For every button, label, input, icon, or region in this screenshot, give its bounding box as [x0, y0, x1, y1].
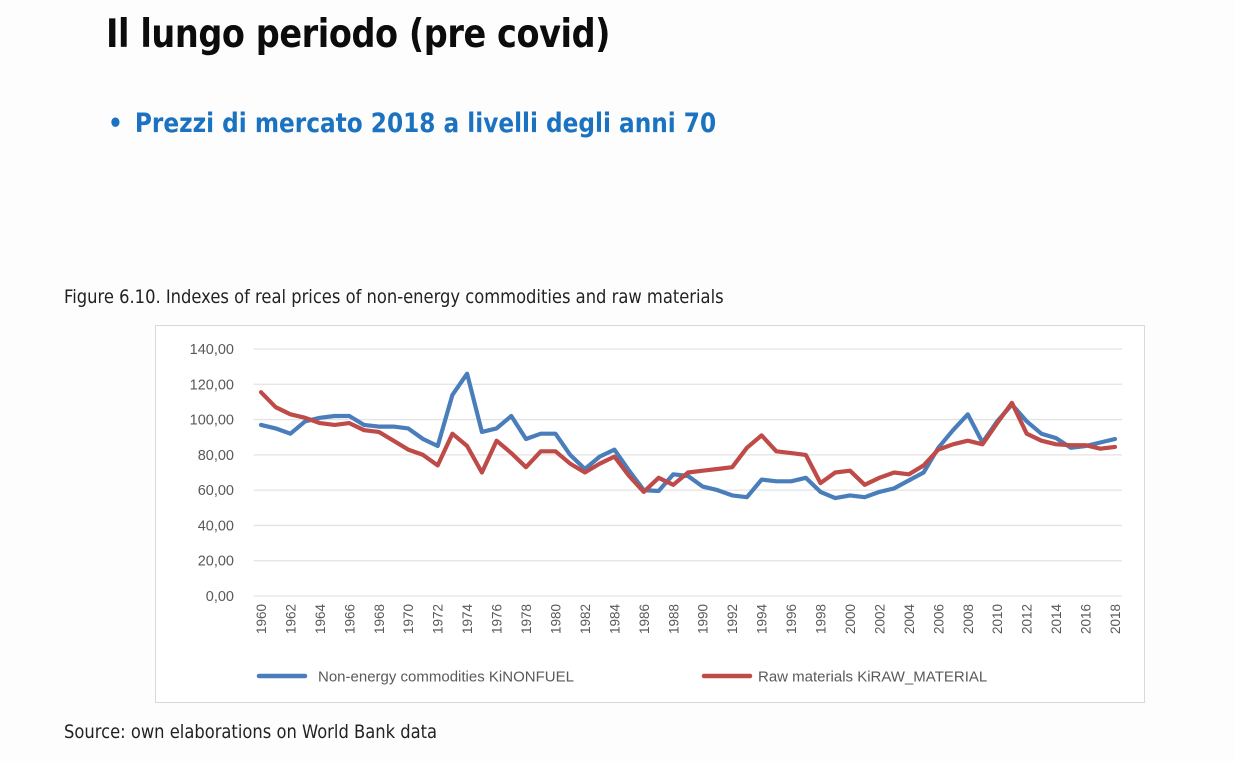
series-line-non-energy [258, 371, 1118, 501]
x-tick-label: 2012 [1020, 604, 1035, 634]
y-axis-ticks: 0,00 20,00 40,00 60,00 80,00 100,00 120,00 140,… [190, 342, 234, 605]
x-tick-label: 1986 [637, 604, 652, 634]
y-tick-label: 140,00 [190, 342, 234, 358]
x-tick-label: 2006 [931, 604, 946, 634]
x-tick-label: 2016 [1079, 604, 1094, 634]
legend-label: Non-energy commodities KiNONFUEL [318, 669, 574, 686]
x-tick-label: 1966 [342, 604, 357, 634]
chart-container: 0,00 20,00 40,00 60,00 80,00 100,00 120,00 140,… [155, 325, 1145, 703]
x-tick-label: 1982 [578, 604, 593, 634]
x-tick-label: 1964 [313, 604, 328, 635]
x-tick-label: 1988 [666, 604, 681, 634]
x-tick-label: 1984 [607, 604, 622, 635]
x-tick-label: 2018 [1108, 604, 1123, 634]
x-tick-label: 1960 [254, 604, 269, 634]
y-tick-label: 80,00 [198, 448, 234, 464]
x-tick-label: 1970 [401, 604, 416, 634]
x-tick-label: 1992 [725, 604, 740, 634]
slide-title: Il lungo periodo (pre covid) [106, 12, 611, 57]
legend: Non-energy commodities KiNONFUEL Raw mate… [256, 669, 987, 686]
x-tick-label: 1962 [283, 604, 298, 634]
line-chart: 0,00 20,00 40,00 60,00 80,00 100,00 120,00 140,… [190, 342, 1123, 686]
bullet-point: • Prezzi di mercato 2018 a livelli degli … [108, 108, 716, 139]
y-tick-label: 40,00 [198, 518, 234, 534]
x-tick-label: 2008 [961, 604, 976, 634]
x-tick-label: 2002 [872, 604, 887, 634]
x-tick-label: 2004 [902, 604, 917, 635]
x-tick-label: 1994 [755, 604, 770, 635]
x-tick-label: 1968 [372, 604, 387, 634]
x-tick-label: 1976 [490, 604, 505, 634]
y-tick-label: 0,00 [206, 589, 234, 605]
y-tick-label: 120,00 [190, 377, 234, 393]
x-axis-ticks: 1960 1962 1964 1966 1968 1970 1972 1974 1976 1978… [254, 604, 1123, 635]
x-tick-label: 2000 [843, 604, 858, 634]
y-tick-label: 100,00 [190, 413, 234, 429]
x-tick-label: 1972 [431, 604, 446, 634]
x-tick-label: 1990 [696, 604, 711, 634]
legend-label: Raw materials KiRAW_MATERIAL [758, 669, 987, 686]
x-tick-label: 2010 [990, 604, 1005, 634]
source-note: Source: own elaborations on World Bank d… [64, 721, 438, 743]
series-lines [258, 371, 1118, 501]
figure-caption: Figure 6.10. Indexes of real prices of n… [64, 286, 724, 308]
y-tick-label: 20,00 [198, 554, 234, 570]
x-tick-label: 1980 [548, 604, 563, 634]
x-tick-label: 1974 [460, 604, 475, 635]
x-tick-label: 2014 [1049, 604, 1064, 635]
bullet-text: Prezzi di mercato 2018 a livelli degli a… [134, 108, 717, 139]
x-tick-label: 1998 [814, 604, 829, 634]
y-tick-label: 60,00 [198, 483, 234, 499]
x-tick-label: 1978 [519, 604, 534, 634]
gridlines [253, 348, 1122, 597]
bullet-icon: • [108, 108, 123, 139]
x-tick-label: 1996 [784, 604, 799, 634]
